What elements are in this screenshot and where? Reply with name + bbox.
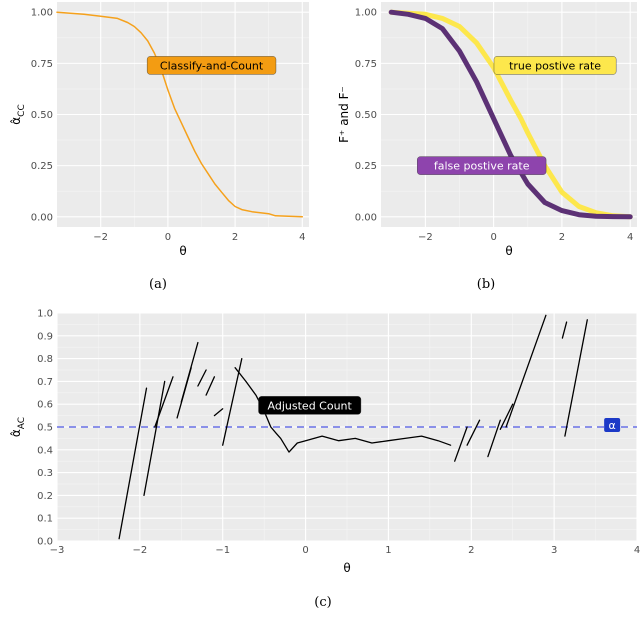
y-tick-label: 1.00	[31, 8, 53, 19]
x-axis-title: θ	[179, 244, 186, 258]
series-line-c-13	[499, 403, 514, 430]
x-axis-title: θ	[343, 561, 350, 575]
y-tick-label: 0.25	[31, 161, 53, 172]
y-tick-label: 0.4	[37, 445, 53, 456]
x-axis-title: θ	[505, 244, 512, 258]
x-tick-label: 4	[634, 545, 640, 556]
series-line-c-7	[213, 408, 224, 417]
x-tick-label: 0	[490, 232, 496, 243]
annotation-label-1: false postive rate	[434, 160, 530, 173]
y-tick-label: 0.50	[355, 110, 377, 121]
annotation-box-0	[258, 396, 362, 415]
y-tick-label: 0.7	[37, 377, 53, 388]
y-tick-label: 0.00	[31, 212, 53, 223]
y-tick-label: 0.50	[31, 110, 53, 121]
figure-caption: (b)	[477, 277, 495, 292]
series-line-c-4	[180, 341, 199, 403]
series-line-c-14	[505, 314, 547, 428]
y-tick-label: 0.2	[37, 491, 53, 502]
x-tick-label: 2	[232, 232, 238, 243]
y-tick-label: 0.00	[355, 212, 377, 223]
x-tick-label: 1	[385, 545, 391, 556]
x-tick-label: −3	[50, 545, 65, 556]
y-tick-label: 0.1	[37, 514, 53, 525]
x-tick-label: 2	[468, 545, 474, 556]
chart-panel-b: −2 0 2 4 0.00 0.25 0.50 0.75 1.00 θ F⁺ and F⁻ true …	[337, 2, 637, 292]
chart-panel-a: −2 0 2 4 0.00 0.25 0.50 0.75 1.00 θ α̂CC Classify-a…	[9, 2, 309, 292]
series-line-c-11	[466, 419, 481, 446]
y-tick-label: 0.5	[37, 423, 53, 434]
series-line-c-5	[197, 369, 207, 387]
series-line-b-1	[388, 9, 633, 220]
y-tick-label: 1.0	[37, 309, 53, 320]
series-line-c-12	[487, 419, 501, 458]
y-axis-title: α̂CC	[9, 104, 27, 125]
series-line-c-10	[454, 426, 468, 462]
series-line-c-16	[564, 319, 588, 437]
series-line-a-0	[56, 11, 304, 218]
x-tick-label: 4	[627, 232, 633, 243]
x-tick-label: 2	[559, 232, 565, 243]
series-line-c-2	[154, 376, 174, 428]
series-line-c-15	[561, 321, 568, 339]
annotation-box-0	[493, 56, 617, 75]
series-line-c-0	[118, 387, 148, 540]
y-tick-label: 0.0	[37, 537, 53, 548]
x-tick-label: 4	[299, 232, 305, 243]
x-tick-label: 3	[551, 545, 557, 556]
x-tick-label: −2	[418, 232, 433, 243]
y-tick-label: 0.9	[37, 331, 53, 342]
reference-label: α	[609, 419, 616, 432]
x-tick-label: 0	[165, 232, 171, 243]
y-tick-label: 0.3	[37, 468, 53, 479]
x-tick-label: 0	[302, 545, 308, 556]
x-tick-label: −2	[132, 545, 147, 556]
series-line-c-6	[205, 376, 216, 396]
y-axis-title: F⁺ and F⁻	[337, 86, 351, 143]
annotation-label-0: Classify-and-Count	[160, 59, 264, 72]
annotation-label-0: true postive rate	[509, 59, 601, 72]
y-tick-label: 0.75	[355, 59, 377, 70]
x-tick-label: −2	[93, 232, 108, 243]
series-line-b-0	[388, 9, 633, 220]
series-line-c-1	[143, 380, 166, 497]
y-tick-label: 0.6	[37, 400, 53, 411]
y-axis-title: α̂AC	[9, 417, 27, 437]
x-tick-label: −1	[215, 545, 230, 556]
annotation-label-0: Adjusted Count	[268, 399, 353, 412]
figure-caption: (a)	[149, 277, 167, 292]
figure-caption: (c)	[314, 595, 331, 610]
reference-label-box	[604, 418, 621, 432]
chart-panel-c: −3 −2 −1 0 1 2 3 4 0.0 0.1 0.2 0.3 0.4 0.5 0.6 0.7 0.8 0.…	[9, 309, 640, 611]
y-tick-label: 0.75	[31, 59, 53, 70]
annotation-box-1	[417, 156, 547, 175]
y-tick-label: 1.00	[355, 8, 377, 19]
y-tick-label: 0.8	[37, 354, 53, 365]
annotation-box-0	[146, 56, 277, 75]
y-tick-label: 0.25	[355, 161, 377, 172]
